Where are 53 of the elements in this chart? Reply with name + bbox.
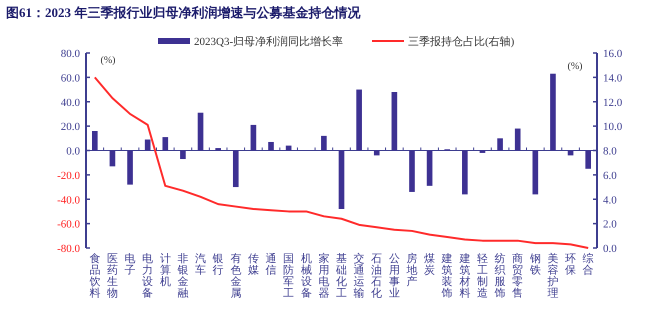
x-tick-label: 基础化工 (335, 252, 347, 300)
legend-label: 2023Q3-归母净利润同比增长率 (194, 35, 344, 48)
y-tick-label: -60.0 (57, 218, 80, 231)
x-tick-label: 计算机 (160, 252, 171, 288)
y-tick-label: -40.0 (57, 194, 80, 206)
x-tick-label: 汽车 (195, 253, 206, 276)
x-tick-label: 非银金融 (176, 252, 188, 300)
y-tick-label: 40.0 (60, 96, 80, 109)
y2-tick-label: 0.0 (603, 243, 618, 255)
y2-tick-label: 12.0 (603, 96, 623, 109)
x-tick-label: 银行 (212, 253, 224, 276)
x-tick-label: 综合 (582, 252, 594, 276)
y-tick-label: 80.0 (60, 48, 80, 60)
y-tick-label: -20.0 (57, 170, 80, 182)
x-tick-label: 国防军工 (283, 253, 294, 300)
x-tick-label: 商贸零售 (512, 252, 524, 300)
x-tick-label: 房地产 (405, 252, 418, 288)
x-tick-label: 纺织服饰 (494, 252, 506, 300)
x-tick-label: 医药生物 (106, 253, 118, 300)
chart-title: 图61：2023 年三季报行业归母净利润增速与公募基金持仓情况 (6, 5, 362, 20)
y-tick-label: 20.0 (60, 121, 80, 134)
x-tick-label: 美容护理 (546, 252, 558, 300)
y2-tick-label: 2.0 (603, 218, 618, 231)
x-tick-label: 电力设备 (142, 252, 154, 300)
y2-tick-label: 4.0 (603, 194, 618, 206)
x-tick-label: 钢铁 (528, 253, 541, 276)
y-tick-label: -80.0 (57, 243, 80, 255)
y-tick-label: 0.0 (66, 146, 80, 158)
y2-tick-label: 14.0 (603, 72, 623, 84)
y2-tick-label: 6.0 (603, 170, 618, 182)
x-tick-label: 建筑装饰 (440, 252, 453, 300)
y2-tick-label: 8.0 (603, 146, 618, 158)
x-tick-label: 建筑材料 (458, 252, 470, 300)
x-tick-label: 电子 (124, 252, 136, 276)
y-tick-label: 60.0 (60, 72, 80, 84)
y2-axis-title: (%) (568, 61, 582, 72)
x-tick-label: 有色金属 (230, 253, 242, 300)
x-tick-label: 家用电器 (318, 252, 330, 300)
x-tick-label: 石油石化 (371, 253, 382, 300)
legend-label: 三季报持仓占比(右轴) (408, 35, 515, 48)
line-series (94, 76, 590, 249)
x-tick-label: 食品饮料 (88, 253, 100, 300)
x-tick-label: 轻工制造 (476, 253, 488, 300)
x-tick-label: 公用事业 (388, 253, 400, 300)
x-tick-label: 煤炭 (424, 253, 436, 276)
x-tick-label: 交通运输 (354, 252, 365, 300)
y2-tick-label: 16.0 (603, 48, 623, 60)
x-tick-label: 环保 (565, 253, 576, 276)
x-tick-label: 传媒 (248, 253, 259, 276)
x-tick-label: 机械设备 (300, 253, 312, 300)
x-tick-label: 通信 (266, 252, 277, 276)
y-axis-title: (%) (100, 55, 116, 66)
y2-tick-label: 10.0 (603, 121, 623, 134)
